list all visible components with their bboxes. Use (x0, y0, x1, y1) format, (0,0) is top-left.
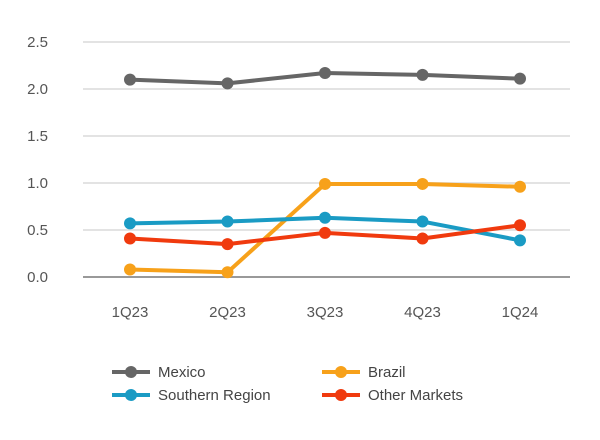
y-tick-label: 2.5 (27, 34, 48, 51)
series-brazil (124, 177, 526, 279)
y-tick-label: 2.0 (27, 81, 48, 98)
data-point (319, 67, 331, 80)
data-point (416, 215, 429, 228)
data-point (514, 180, 526, 193)
data-point (221, 77, 234, 90)
series-lines (124, 67, 526, 279)
data-point (124, 217, 136, 230)
legend-label: Mexico (158, 364, 206, 381)
x-tick-label: 4Q23 (404, 304, 441, 321)
data-point (514, 72, 526, 85)
data-point (319, 211, 331, 224)
legend-marker (335, 389, 347, 401)
data-point (221, 238, 234, 251)
data-point (124, 232, 136, 245)
legend-marker (125, 389, 137, 401)
data-point (514, 219, 526, 232)
legend-label: Brazil (368, 364, 406, 381)
legend-label: Other Markets (368, 387, 463, 404)
y-tick-label: 1.0 (27, 175, 48, 192)
data-point (416, 177, 429, 190)
legend: Mexico Brazil Southern Region Other Markets (112, 364, 463, 404)
legend-marker (125, 366, 137, 378)
x-tick-label: 2Q23 (209, 304, 246, 321)
x-tick-label: 1Q23 (112, 304, 149, 321)
legend-item: Mexico (112, 364, 206, 381)
data-point (124, 263, 136, 276)
y-tick-label: 0.5 (27, 222, 48, 239)
legend-item: Brazil (322, 364, 406, 381)
series-other-markets (124, 219, 526, 251)
legend-item: Southern Region (112, 387, 271, 404)
data-point (416, 68, 429, 81)
legend-marker (335, 366, 347, 378)
x-axis-ticks: 1Q23 2Q23 3Q23 4Q23 1Q24 (112, 304, 539, 321)
x-tick-label: 1Q24 (502, 304, 539, 321)
data-point (319, 226, 331, 239)
data-point (124, 73, 136, 86)
data-point (221, 215, 234, 228)
data-point (514, 234, 526, 247)
y-axis-ticks: 0.0 0.5 1.0 1.5 2.0 2.5 (27, 34, 48, 286)
series-mexico (124, 67, 526, 90)
legend-label: Southern Region (158, 387, 271, 404)
data-point (319, 177, 331, 190)
series-southern-region (124, 211, 526, 247)
legend-item: Other Markets (322, 387, 463, 404)
data-point (221, 266, 234, 279)
x-tick-label: 3Q23 (307, 304, 344, 321)
data-point (416, 232, 429, 245)
y-tick-label: 1.5 (27, 128, 48, 145)
y-tick-label: 0.0 (27, 269, 48, 286)
